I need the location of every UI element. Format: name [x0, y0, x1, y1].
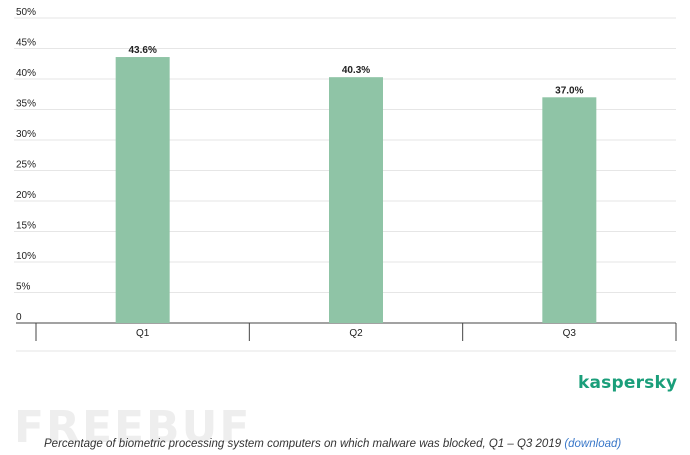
y-tick-label: 15% — [16, 221, 36, 232]
y-tick-label: 30% — [16, 129, 36, 140]
y-tick-label: 40% — [16, 68, 36, 79]
kaspersky-logo: kaspersky — [578, 373, 678, 393]
y-tick-label: 35% — [16, 99, 36, 110]
download-link[interactable]: (download) — [564, 438, 622, 450]
data-label: 37.0% — [555, 85, 583, 96]
x-category-label: Q3 — [563, 328, 577, 339]
y-tick-label: 45% — [16, 38, 36, 49]
y-tick-label: 0 — [16, 312, 22, 323]
bar-chart: 0 5% 10% 15% 20% 25% 30% 35% 40% 45% 50% 43.6% Q1 40.… — [14, 7, 677, 352]
y-tick-label: 10% — [16, 251, 36, 262]
chart-caption: Percentage of biometric processing syste… — [44, 438, 621, 450]
x-category-label: Q1 — [136, 328, 150, 339]
freebuf-watermark: FREEBUF — [14, 402, 252, 453]
y-tick-label: 20% — [16, 190, 36, 201]
bar — [329, 77, 383, 323]
x-category-label: Q2 — [349, 328, 363, 339]
bar — [115, 57, 170, 323]
y-tick-label: 5% — [16, 282, 31, 293]
caption-text: Percentage of biometric processing syste… — [44, 438, 562, 450]
y-tick-label: 25% — [16, 160, 36, 171]
data-label: 40.3% — [342, 65, 370, 76]
bar — [542, 97, 597, 323]
data-label: 43.6% — [128, 45, 156, 56]
y-tick-label: 50% — [16, 7, 36, 18]
